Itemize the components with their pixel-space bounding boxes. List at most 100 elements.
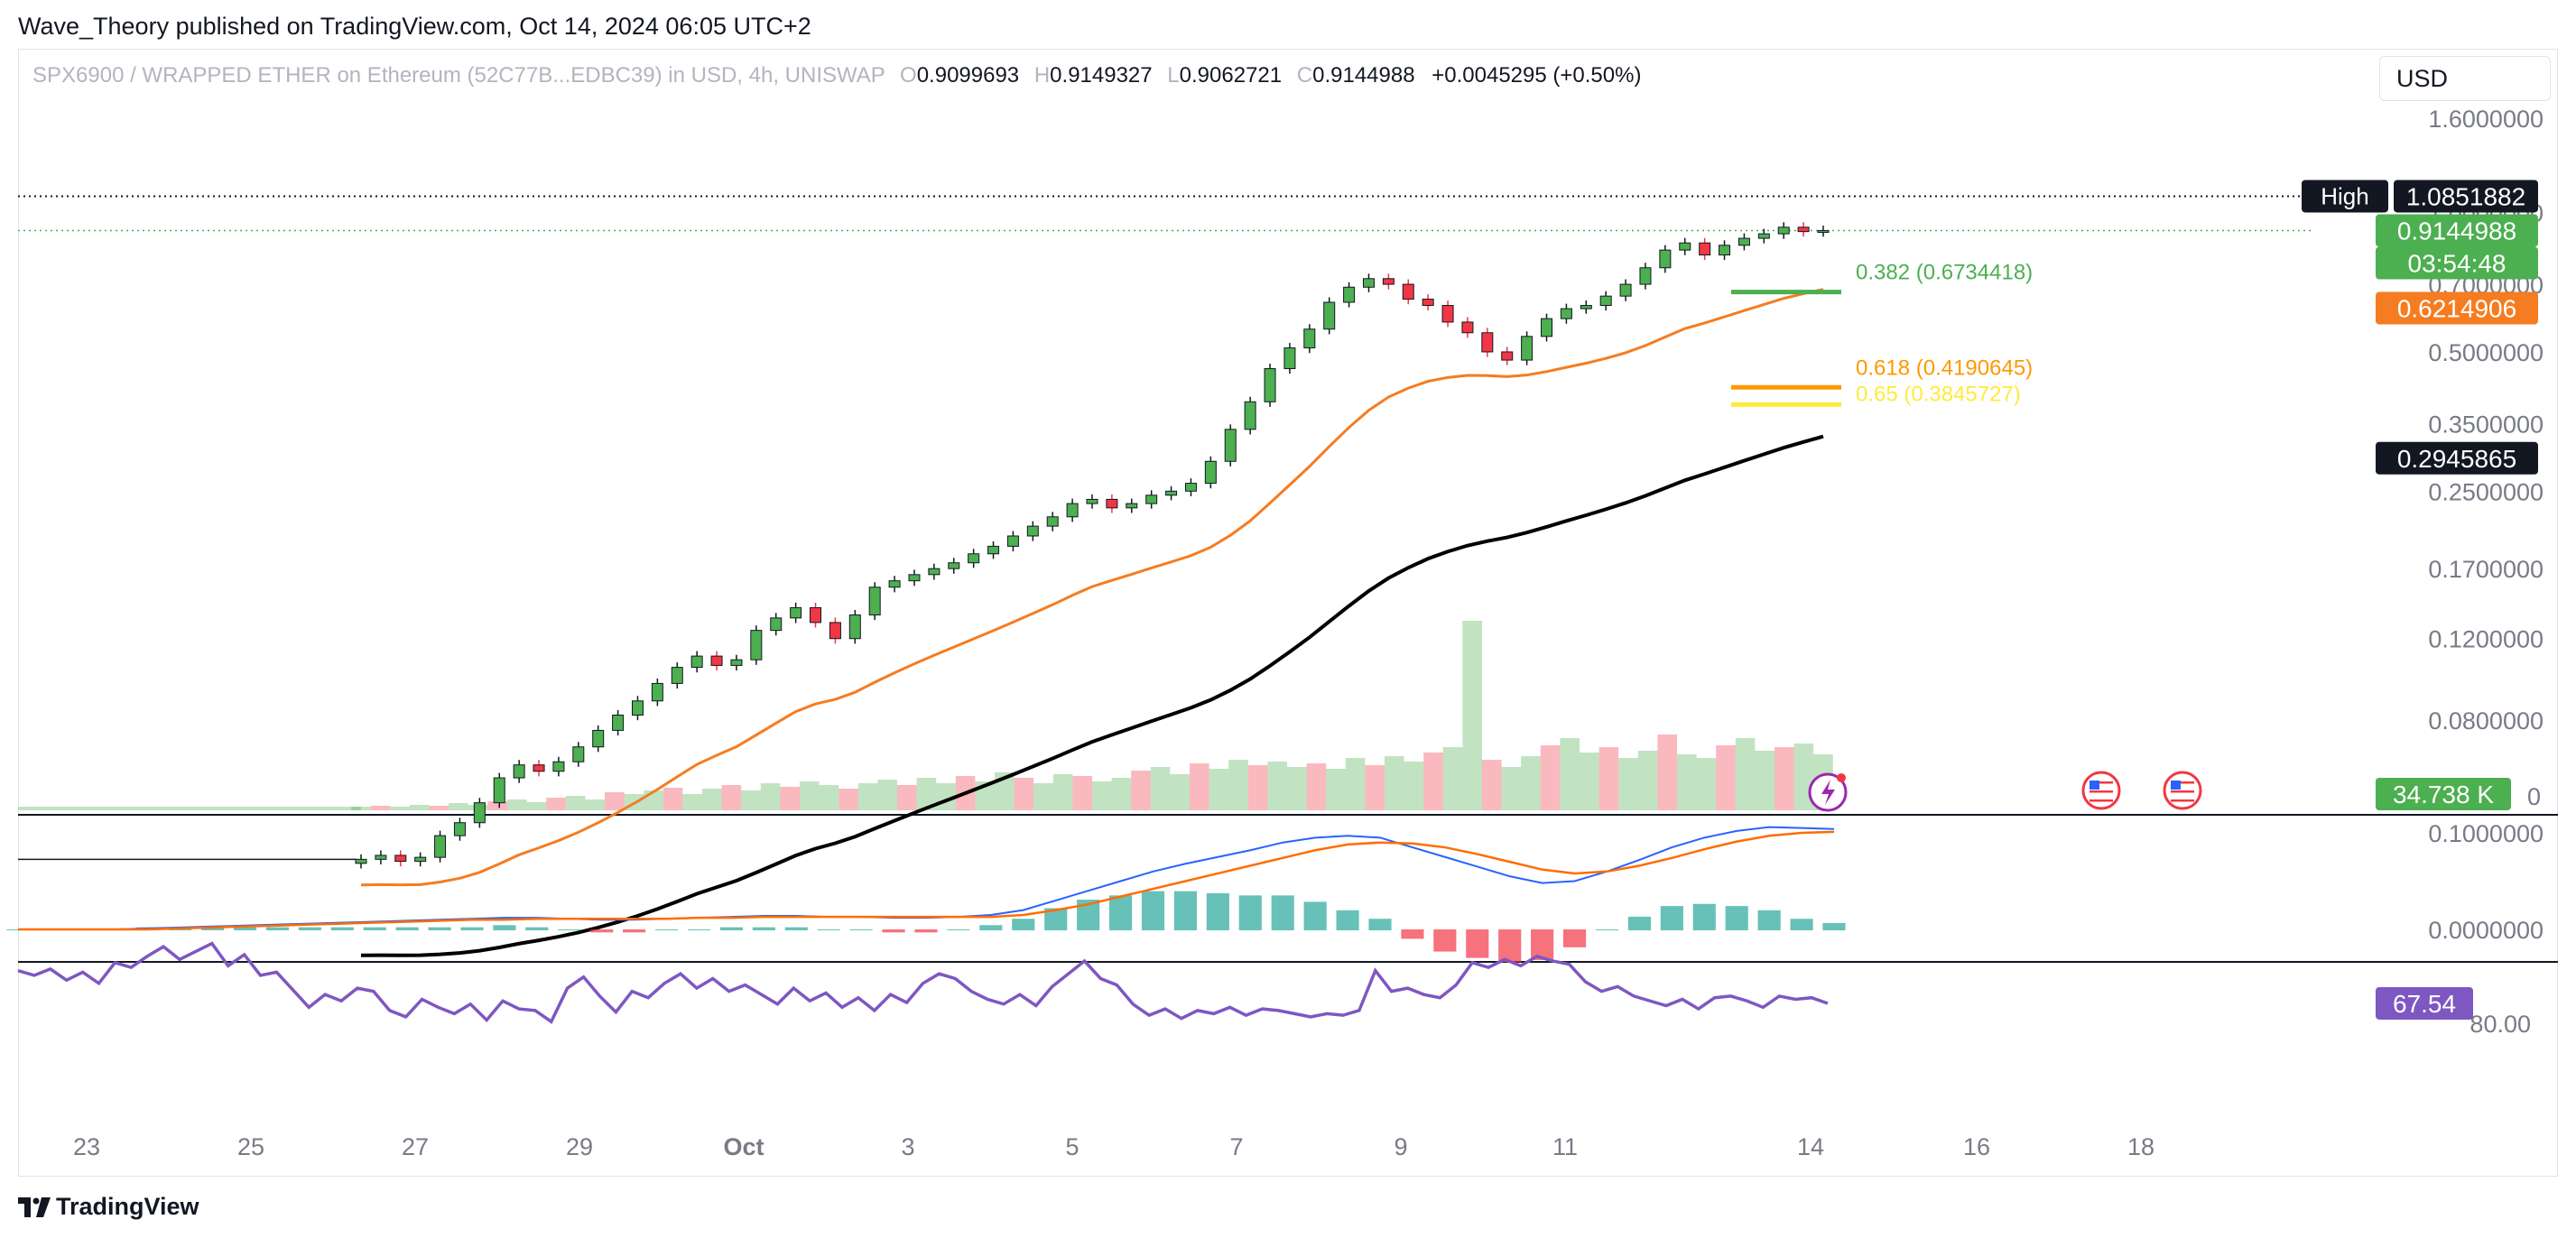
candle (1481, 332, 1494, 353)
candle (1501, 351, 1514, 361)
candle (1086, 498, 1098, 504)
candle (414, 856, 427, 863)
candle (1046, 516, 1059, 527)
candle (690, 655, 703, 669)
us-flag-icon-0 (2081, 771, 2121, 810)
volume-bar (1385, 756, 1404, 810)
flag-stripe (2171, 786, 2194, 789)
candle (1126, 503, 1138, 509)
high-value-tag: 1.0851882 (2394, 180, 2538, 213)
volume-bar (1033, 783, 1053, 810)
volume-bar (546, 798, 566, 810)
flag-canton (2171, 781, 2181, 790)
volume-bar (585, 799, 605, 810)
ema50-tag-text: 0.6214906 (2397, 295, 2516, 323)
candle (1362, 278, 1375, 288)
flag-stripe (2171, 790, 2194, 793)
candle (1461, 321, 1474, 334)
volume-bar (1014, 778, 1034, 810)
ema200-tag-text: 0.2945865 (2397, 445, 2516, 473)
volume-bar (682, 794, 702, 810)
volume-bar (644, 790, 663, 810)
macd-hist-bar (1141, 891, 1165, 930)
macd-hist-bar (817, 929, 840, 930)
symbol-name: SPX6900 / WRAPPED ETHER on Ethereum (52C… (32, 63, 885, 88)
macd-hist-bar (428, 927, 451, 930)
candle (375, 855, 387, 860)
candle (1699, 242, 1711, 256)
volume-bar (1423, 753, 1443, 810)
time-tick-7: 7 (1229, 1133, 1243, 1160)
candle (513, 764, 525, 779)
candle (770, 617, 783, 632)
volume-bar (857, 783, 878, 810)
candle (473, 802, 486, 824)
tradingview-footer[interactable]: TradingView (18, 1193, 199, 1221)
macd-hist-bar (719, 927, 744, 930)
macd-hist-bar (1627, 916, 1652, 930)
volume-tag-text: 34.738 K (2393, 781, 2494, 808)
volume-bar (897, 785, 917, 810)
candle (1797, 226, 1810, 233)
candle (1323, 301, 1336, 330)
macd-hist-bar (590, 929, 614, 933)
flag-canton (2090, 781, 2099, 790)
candle (1343, 286, 1356, 303)
ema-50-line (360, 288, 1824, 887)
macd-hist-bar (1173, 891, 1198, 930)
volume-bar (1560, 738, 1580, 810)
volume-bar (507, 799, 527, 810)
candle (631, 700, 644, 716)
open-value: 0.9099693 (916, 63, 1020, 88)
macd-hist-bar (914, 929, 938, 933)
candle (1165, 490, 1178, 496)
volume-bar (780, 787, 800, 810)
ema-200-line (360, 434, 1824, 957)
macd-hist-bar (1562, 929, 1587, 947)
macd-hist-bar (752, 927, 775, 930)
macd-hist-bar (1531, 929, 1554, 960)
volume-bar (819, 785, 839, 810)
candle (1541, 318, 1553, 337)
volume-bar (1618, 758, 1638, 810)
volume-bar (1482, 760, 1502, 810)
macd-hist-bar (1822, 922, 1846, 930)
candle (1777, 226, 1790, 235)
volume-bar (1540, 745, 1561, 810)
candle (848, 614, 861, 640)
flag-stripe (2090, 795, 2113, 798)
high-tag-text: High (2321, 182, 2368, 209)
volume-bar (741, 790, 761, 810)
rsi-value-tag: 67.54 (2376, 986, 2473, 1020)
candle (1619, 283, 1632, 297)
lightning-glyph (1821, 780, 1835, 805)
volume-bar (1228, 760, 1248, 810)
volume-tag: 34.738 K (2376, 778, 2511, 810)
candle (651, 682, 663, 702)
macd-hist-bar (1433, 929, 1457, 952)
candle (671, 667, 683, 684)
macd-hist-bar (1206, 892, 1229, 930)
price-tick-0: 1.6000000 (2428, 106, 2544, 133)
candle (1006, 535, 1019, 547)
candle (1204, 460, 1217, 485)
volume-bar (1306, 763, 1327, 810)
macd-hist-bar (1238, 895, 1262, 930)
volume-bar (449, 803, 468, 810)
volume-bar (995, 772, 1015, 810)
volume-bar (1637, 751, 1658, 810)
currency-selector[interactable]: USD (2379, 56, 2551, 101)
flag-stripe (2090, 781, 2113, 784)
candle (868, 587, 881, 615)
macd-hist-bar (1466, 929, 1489, 958)
ema50-tag: 0.6214906 (2376, 291, 2538, 325)
rsi-value-tag-bg (2376, 986, 2473, 1020)
volume-bar (1111, 778, 1132, 810)
time-tick-1: 25 (237, 1133, 264, 1160)
volume-bar (390, 807, 410, 810)
low-value: 0.9062721 (1179, 63, 1283, 88)
time-tick-8: 9 (1394, 1133, 1407, 1160)
candle (1757, 233, 1770, 239)
candle (1719, 245, 1731, 256)
